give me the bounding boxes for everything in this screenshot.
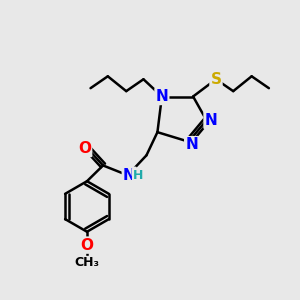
- Text: O: O: [78, 141, 91, 156]
- Text: N: N: [155, 89, 168, 104]
- Text: S: S: [211, 72, 221, 87]
- Text: N: N: [205, 113, 217, 128]
- Text: CH₃: CH₃: [74, 256, 100, 269]
- Text: O: O: [80, 238, 94, 253]
- Text: N: N: [123, 168, 136, 183]
- Text: H: H: [133, 169, 143, 182]
- Text: N: N: [185, 137, 198, 152]
